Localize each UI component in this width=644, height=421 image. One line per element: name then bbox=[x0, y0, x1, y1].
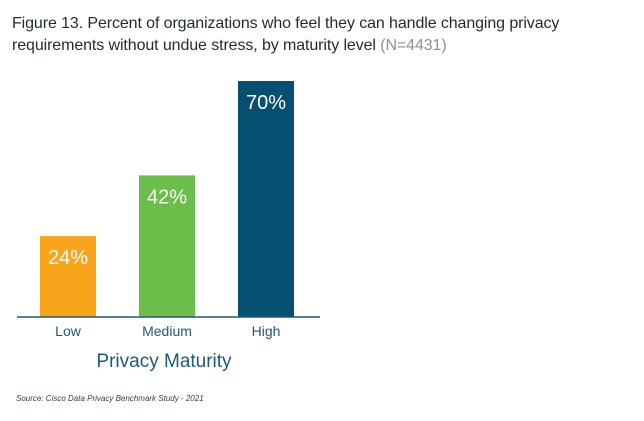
data-label-high: 70% bbox=[246, 92, 286, 114]
bar-low bbox=[40, 236, 96, 317]
data-label-low: 24% bbox=[48, 247, 88, 269]
bar-medium bbox=[139, 175, 195, 317]
x-tick-label-low: Low bbox=[55, 323, 82, 339]
chart-title: Figure 13. Percent of organizations who … bbox=[12, 13, 642, 57]
source-note: Source: Cisco Data Privacy Benchmark Stu… bbox=[16, 394, 204, 403]
x-tick-label-medium: Medium bbox=[142, 323, 192, 339]
bar-high bbox=[238, 81, 294, 317]
x-tick-labels: Low Medium High bbox=[55, 323, 280, 339]
data-label-medium: 42% bbox=[147, 186, 187, 208]
bars-group: 24% 42% 70% bbox=[40, 81, 294, 317]
sample-size-note: (N=4431) bbox=[380, 37, 447, 54]
x-tick-label-high: High bbox=[252, 323, 281, 339]
chart-title-text: Figure 13. Percent of organizations who … bbox=[12, 15, 560, 54]
x-axis-title: Privacy Maturity bbox=[96, 351, 232, 372]
